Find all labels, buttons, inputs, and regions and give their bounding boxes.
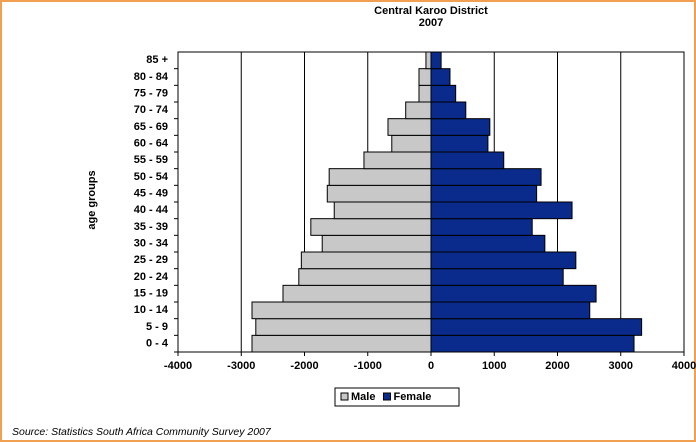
legend-swatch: [382, 392, 391, 401]
bar: [300, 251, 432, 270]
y-tick-label: 15 - 19: [134, 288, 168, 300]
y-tick-label: 10 - 14: [134, 304, 169, 316]
bar: [391, 134, 432, 153]
bar: [430, 301, 591, 320]
x-tick-label: 4000: [672, 360, 696, 372]
y-tick-label: 0 - 4: [146, 338, 169, 350]
x-tick-label: -3000: [227, 360, 255, 372]
y-tick-label: 80 - 84: [134, 71, 169, 83]
bar: [430, 134, 489, 153]
bar: [328, 168, 432, 186]
chart-subtitle: 2007: [419, 17, 443, 29]
y-tick-label: 55 - 59: [134, 154, 168, 166]
y-tick-label: 20 - 24: [134, 271, 169, 283]
bar: [430, 201, 573, 220]
bar: [333, 201, 432, 220]
y-tick-label: 50 - 54: [134, 171, 169, 183]
x-tick-label: 3000: [609, 360, 633, 372]
bar: [326, 184, 432, 203]
bar: [430, 101, 467, 120]
legend-label: Male: [351, 391, 375, 403]
legend-label: Female: [393, 391, 431, 403]
bar: [430, 251, 577, 270]
x-tick-label: 0: [428, 360, 434, 372]
y-tick-label: 45 - 49: [134, 188, 168, 200]
source-note: Source: Statistics South Africa Communit…: [12, 426, 272, 438]
bar: [430, 84, 457, 103]
bar: [430, 51, 442, 70]
bar: [430, 168, 542, 186]
legend-swatch: [340, 392, 349, 401]
y-tick-label: 30 - 34: [134, 238, 169, 250]
bar: [418, 84, 432, 103]
y-tick-label: 85 +: [146, 54, 168, 66]
x-tick-label: -4000: [164, 360, 192, 372]
y-axis-label: age groups: [86, 170, 98, 229]
bar: [405, 101, 432, 120]
bar: [321, 234, 432, 253]
bar: [430, 118, 491, 136]
bar: [251, 301, 432, 320]
y-tick-label: 40 - 44: [134, 204, 169, 216]
y-tick-label: 75 - 79: [134, 88, 168, 100]
bar: [255, 318, 432, 336]
x-tick-label: 1000: [482, 360, 506, 372]
x-tick-label: 2000: [545, 360, 569, 372]
bar: [430, 268, 564, 286]
bar: [298, 268, 432, 286]
bar: [430, 318, 643, 336]
y-tick-label: 60 - 64: [134, 138, 169, 150]
y-tick-label: 5 - 9: [146, 321, 168, 333]
bar: [430, 334, 635, 353]
bar: [430, 218, 533, 236]
bar: [418, 68, 432, 86]
bar: [251, 334, 432, 353]
bar: [425, 51, 432, 70]
chart-title: Central Karoo District: [374, 5, 488, 17]
y-tick-label: 35 - 39: [134, 221, 168, 233]
bar: [430, 284, 597, 303]
y-tick-label: 65 - 69: [134, 121, 168, 133]
bar: [430, 234, 546, 253]
x-tick-label: -1000: [354, 360, 382, 372]
x-tick-label: -2000: [290, 360, 318, 372]
bar: [430, 151, 505, 170]
bar: [430, 184, 538, 203]
bar: [363, 151, 432, 170]
bar: [310, 218, 432, 236]
legend-box: [334, 387, 460, 407]
bar: [430, 68, 451, 86]
bar: [387, 118, 432, 136]
y-tick-label: 70 - 74: [134, 104, 169, 116]
y-tick-label: 25 - 29: [134, 254, 168, 266]
bar: [282, 284, 432, 303]
